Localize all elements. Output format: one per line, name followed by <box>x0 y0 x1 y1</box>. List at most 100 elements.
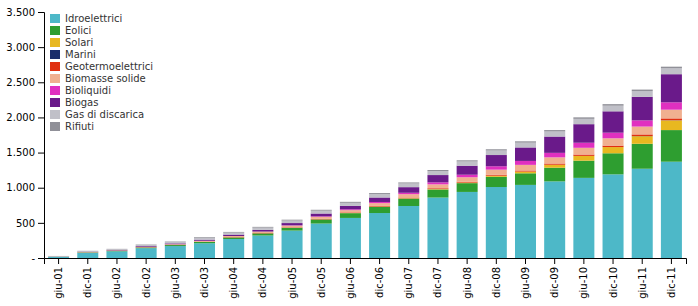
y-tick-mark <box>38 117 44 118</box>
bar-segment <box>252 230 273 232</box>
bar-segment <box>486 166 507 169</box>
bar-segment <box>486 187 507 258</box>
bar-segment <box>427 171 448 175</box>
bar-segment <box>603 147 624 153</box>
bar-segment <box>544 137 565 153</box>
x-tick-label: dic-01 <box>82 267 93 298</box>
bar-segment <box>369 206 390 207</box>
legend-swatch <box>50 62 60 71</box>
y-tick: 2.500 <box>6 77 44 88</box>
bar-segment <box>136 247 157 248</box>
y-tick: 2.000 <box>6 112 44 123</box>
legend-label: Geotermoelettrici <box>65 61 153 72</box>
x-tick-mark <box>467 258 468 264</box>
bar-segment <box>282 221 303 224</box>
y-tick: 3.500 <box>6 7 44 18</box>
bar-segment <box>544 181 565 258</box>
x-tick-mark <box>350 258 351 264</box>
bar-segment <box>194 241 215 242</box>
bar-segment <box>457 182 478 184</box>
bar-segment <box>282 226 303 228</box>
y-tick-mark <box>38 82 44 83</box>
x-tick-mark <box>525 258 526 264</box>
x-tick-label: dic-10 <box>608 267 619 298</box>
bar-segment <box>603 106 624 112</box>
bar-segment <box>573 178 594 258</box>
bar-segment <box>223 231 244 233</box>
bar-segment <box>515 170 536 171</box>
bar-segment <box>573 119 594 124</box>
y-tick: 3.000 <box>6 42 44 53</box>
bar-segment <box>661 110 682 119</box>
bar-segment <box>603 153 624 174</box>
bar-segment <box>457 182 478 183</box>
x-tick-mark <box>437 258 438 264</box>
bar-segment <box>136 244 157 245</box>
bar-segment <box>632 120 653 126</box>
x-tick: giu-01 <box>53 258 64 299</box>
x-tick: giu-10 <box>578 258 589 299</box>
bar-segment <box>603 111 624 132</box>
y-tick-label: - <box>31 253 35 264</box>
y-tick-label: 1.000 <box>6 182 35 193</box>
bar-segment <box>427 189 448 190</box>
bar-segment <box>311 224 332 258</box>
y-axis-line <box>38 13 45 259</box>
bar-segment <box>223 237 244 238</box>
legend-swatch <box>50 86 60 95</box>
bar-segment <box>252 226 273 228</box>
bar-segment <box>48 256 69 257</box>
legend-item: Marini <box>50 49 96 60</box>
bar-segment <box>77 252 98 253</box>
legend-swatch <box>50 38 60 47</box>
x-tick: dic-01 <box>82 258 93 298</box>
bar-segment <box>252 233 273 234</box>
bar-segment <box>282 223 303 225</box>
bar-segment <box>48 257 69 258</box>
x-tick-label: giu-05 <box>287 267 298 299</box>
bar-segment <box>252 233 273 235</box>
bar-segment <box>661 130 682 162</box>
bar-segment <box>369 203 390 206</box>
bar-segment <box>632 169 653 258</box>
x-tick: giu-07 <box>403 258 414 299</box>
bar-segment <box>223 235 244 236</box>
bar-segment <box>252 232 273 233</box>
bar-segment <box>311 209 332 211</box>
bar-segment <box>136 248 157 258</box>
bar-segment <box>165 241 186 243</box>
x-tick: giu-08 <box>462 258 473 299</box>
bar-segment <box>632 91 653 97</box>
bar-segment <box>194 240 215 241</box>
bar-segment <box>106 250 127 251</box>
x-tick-label: giu-07 <box>403 267 414 299</box>
bar-segment <box>77 251 98 252</box>
x-tick-mark <box>379 258 380 264</box>
bar-segment <box>223 236 244 237</box>
y-tick-mark <box>38 188 44 189</box>
y-tick-mark <box>38 153 44 154</box>
bar-segment <box>282 227 303 228</box>
bar-segment <box>194 242 215 243</box>
bar-segment <box>457 160 478 161</box>
bar-segment <box>194 240 215 242</box>
bar-segment <box>544 168 565 182</box>
bar-segment <box>106 250 127 251</box>
bar-segment <box>603 104 624 106</box>
bar-segment <box>486 149 507 150</box>
bar-segment <box>544 153 565 157</box>
bar-segment <box>340 212 361 213</box>
x-tick-label: giu-08 <box>462 267 473 299</box>
bar-segment <box>398 199 419 206</box>
bar-segment <box>661 102 682 109</box>
bar-segment <box>515 185 536 258</box>
bar-segment <box>398 206 419 258</box>
x-tick-label: dic-08 <box>491 267 502 298</box>
bar-segment <box>603 138 624 145</box>
bar-segment <box>544 165 565 168</box>
bar-segment <box>457 192 478 258</box>
x-tick-mark <box>58 258 59 264</box>
x-tick-label: dic-03 <box>199 267 210 298</box>
legend-item: Geotermoelettrici <box>50 61 153 72</box>
bar-segment <box>661 68 682 74</box>
